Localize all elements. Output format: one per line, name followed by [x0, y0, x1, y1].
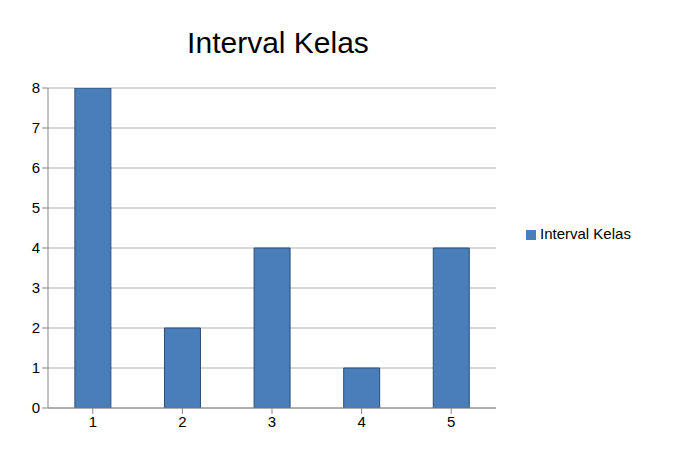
svg-text:5: 5: [447, 413, 455, 430]
svg-text:2: 2: [178, 413, 186, 430]
svg-text:1: 1: [32, 359, 40, 376]
svg-text:5: 5: [32, 199, 40, 216]
svg-text:0: 0: [32, 399, 40, 416]
svg-text:4: 4: [357, 413, 365, 430]
html-text:Interval Kelas: Interval Kelas: [540, 224, 631, 242]
svg-text:6: 6: [32, 159, 40, 176]
svg-text:1: 1: [89, 413, 97, 430]
svg-text:3: 3: [32, 279, 40, 296]
svg-text:4: 4: [32, 239, 40, 256]
html-text:Interval Kelas: Interval Kelas: [187, 26, 369, 59]
svg-text:3: 3: [268, 413, 276, 430]
svg-text:8: 8: [32, 79, 40, 96]
svg-text:7: 7: [32, 119, 40, 136]
svg-text:2: 2: [32, 319, 40, 336]
